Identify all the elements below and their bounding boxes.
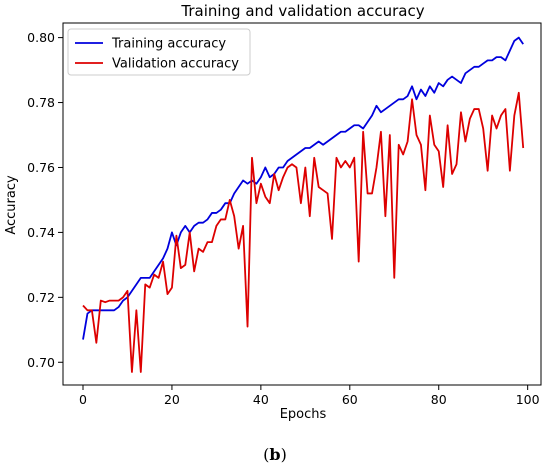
y-tick-label: 0.76: [27, 160, 55, 175]
y-tick-label: 0.70: [27, 355, 55, 370]
series-line-validation: [82, 91, 525, 373]
chart-title: Training and validation accuracy: [180, 2, 424, 20]
y-axis-label: Accuracy: [4, 175, 19, 235]
y-tick-label: 0.72: [27, 290, 55, 305]
legend-box: [67, 28, 251, 76]
x-axis-label: Epochs: [280, 407, 327, 422]
legend: Training accuracy Validation accuracy: [67, 28, 251, 76]
x-tick-label: 80: [431, 392, 447, 407]
axes-frame: [62, 22, 542, 386]
x-tick-label: 0: [79, 392, 87, 407]
y-tick-label: 0.74: [27, 225, 55, 240]
figure-caption: (b): [263, 445, 287, 464]
plot-area: 0 20 40 60 80 100 0.70 0.72 0.74 0.76 0.78 0.80: [27, 22, 542, 407]
y-tick-label: 0.78: [27, 95, 55, 110]
series-line-training: [82, 36, 524, 340]
legend-label: Training accuracy: [111, 37, 226, 52]
x-tick-label: 20: [164, 392, 180, 407]
legend-label: Validation accuracy: [112, 57, 239, 72]
x-tick-label: 40: [253, 392, 269, 407]
x-tick-label: 100: [516, 392, 540, 407]
x-tick-label: 60: [342, 392, 358, 407]
y-tick-label: 0.80: [27, 30, 55, 45]
